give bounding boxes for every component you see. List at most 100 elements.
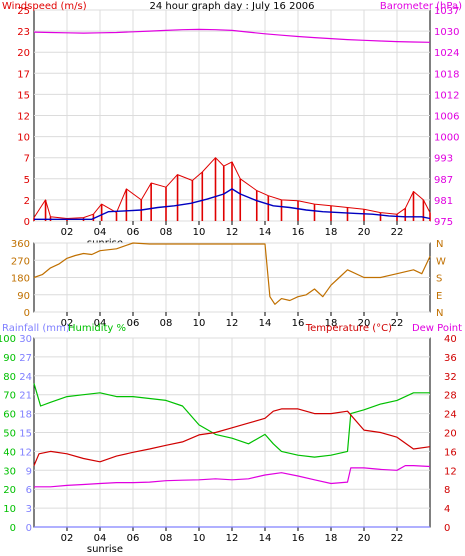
- x-tick-label: 10: [193, 533, 206, 544]
- x-tick-label: 10: [193, 318, 206, 329]
- x-tick-label: 02: [61, 533, 74, 544]
- humidity-line: [33, 383, 430, 458]
- y-tick-label: 30: [3, 466, 16, 477]
- x-tick-label: 12: [226, 318, 239, 329]
- y-tick-label: 12: [19, 447, 32, 458]
- humidity-axis-title: Humidity %: [68, 323, 126, 334]
- y-tick-label: 15: [17, 90, 30, 101]
- x-tick-label: 20: [358, 318, 371, 329]
- y-tick-label: 360: [11, 239, 30, 250]
- wind-average-line: [34, 188, 431, 221]
- wind-direction-line: [33, 242, 431, 305]
- y-tick-label-right: 32: [444, 372, 457, 383]
- y-tick-label-right: 20: [444, 429, 457, 440]
- x-tick-label: 20: [358, 533, 371, 544]
- y-tick-label: 12: [17, 112, 30, 123]
- y-tick-label-right: N: [436, 308, 443, 319]
- y-tick-label: 50: [3, 429, 16, 440]
- y-tick-label: 10: [3, 504, 16, 515]
- x-tick-label: 22: [391, 533, 404, 544]
- y-tick-label: 0: [24, 308, 30, 319]
- y-tick-label: 10: [17, 133, 30, 144]
- temperature-line: [33, 408, 431, 466]
- x-tick-label: 22: [391, 318, 404, 329]
- y-tick-label: 20: [3, 485, 16, 496]
- y-tick-label: 90: [17, 291, 30, 302]
- y-tick-label-right: 28: [444, 391, 457, 402]
- x-tick-label: 02: [61, 227, 74, 238]
- y-tick-label-right: W: [436, 256, 446, 267]
- right-axis-title: Barometer (hPa): [380, 1, 462, 12]
- y-tick-label-right: 16: [444, 447, 457, 458]
- x-tick-label: 04: [94, 533, 107, 544]
- x-tick-label: 18: [325, 533, 338, 544]
- x-tick-label: 12: [226, 227, 239, 238]
- x-tick-label: 14: [259, 533, 272, 544]
- y-tick-label-right: 36: [444, 353, 457, 364]
- y-tick-label-right: 1037: [434, 6, 459, 17]
- y-tick-label: 23: [17, 27, 30, 38]
- y-tick-label: 9: [26, 466, 32, 477]
- y-tick-label-right: N: [436, 239, 443, 250]
- x-tick-label: 12: [226, 533, 239, 544]
- y-tick-label: 270: [11, 256, 30, 267]
- x-tick-label: 20: [358, 227, 371, 238]
- y-tick-label-right: 0: [444, 523, 450, 534]
- y-tick-label: 0: [26, 523, 32, 534]
- x-tick-label: 04: [94, 318, 107, 329]
- y-tick-label-right: 1030: [434, 27, 459, 38]
- y-tick-label-right: 8: [444, 485, 450, 496]
- y-tick-label: 60: [3, 410, 16, 421]
- wind-gust-line: [33, 157, 431, 219]
- left-axis-title: Windspeed (m/s): [2, 1, 87, 12]
- y-tick-label-right: 1024: [434, 48, 459, 59]
- x-tick-label: 14: [259, 227, 272, 238]
- x-tick-label: 16: [292, 227, 305, 238]
- y-tick-label: 90: [3, 353, 16, 364]
- x-tick-label: 16: [292, 318, 305, 329]
- y-tick-label-right: 12: [444, 466, 457, 477]
- y-tick-label: 0: [10, 523, 16, 534]
- y-tick-label-right: 975: [434, 217, 453, 228]
- x-tick-label: 04: [94, 227, 107, 238]
- y-tick-label-right: 1012: [434, 90, 459, 101]
- y-tick-label: 24: [19, 372, 32, 383]
- x-tick-label: 10: [193, 227, 206, 238]
- x-tick-label: 08: [160, 318, 173, 329]
- x-tick-label: 18: [325, 227, 338, 238]
- dewpoint-line: [34, 465, 431, 488]
- y-tick-label: 7: [24, 154, 30, 165]
- y-tick-label: 6: [26, 485, 32, 496]
- y-tick-label: 3: [26, 504, 32, 515]
- y-tick-label-right: 40: [444, 334, 457, 345]
- y-tick-label: 18: [19, 410, 32, 421]
- chart-title: 24 hour graph day : July 16 2006: [149, 1, 314, 12]
- barometer-line: [33, 28, 431, 43]
- y-tick-label-right: 1000: [434, 133, 459, 144]
- y-tick-label: 30: [19, 334, 32, 345]
- y-tick-label-right: 981: [434, 196, 453, 207]
- x-tick-label: 14: [259, 318, 272, 329]
- x-tick-label: 08: [160, 533, 173, 544]
- x-tick-label: 16: [292, 533, 305, 544]
- temperature-axis-title: Temperature (°C): [305, 323, 392, 334]
- y-tick-label: 25: [17, 6, 30, 17]
- y-tick-label-right: 4: [444, 504, 450, 515]
- y-tick-label: 21: [19, 391, 32, 402]
- x-tick-label: 06: [127, 227, 140, 238]
- y-tick-label: 27: [19, 353, 32, 364]
- x-tick-label: 22: [391, 227, 404, 238]
- y-tick-label-right: S: [436, 274, 442, 285]
- y-tick-label-right: 24: [444, 410, 457, 421]
- y-tick-label: 100: [0, 334, 16, 345]
- x-tick-label: 06: [127, 533, 140, 544]
- rainfall-axis-title: Rainfall (mm): [2, 323, 70, 334]
- y-tick-label-right: 987: [434, 175, 453, 186]
- x-tick-label: 02: [61, 318, 74, 329]
- y-tick-label: 70: [3, 391, 16, 402]
- x-tick-label: 06: [127, 318, 140, 329]
- y-tick-label: 80: [3, 372, 16, 383]
- y-tick-label: 180: [11, 274, 30, 285]
- y-tick-label-right: E: [436, 291, 442, 302]
